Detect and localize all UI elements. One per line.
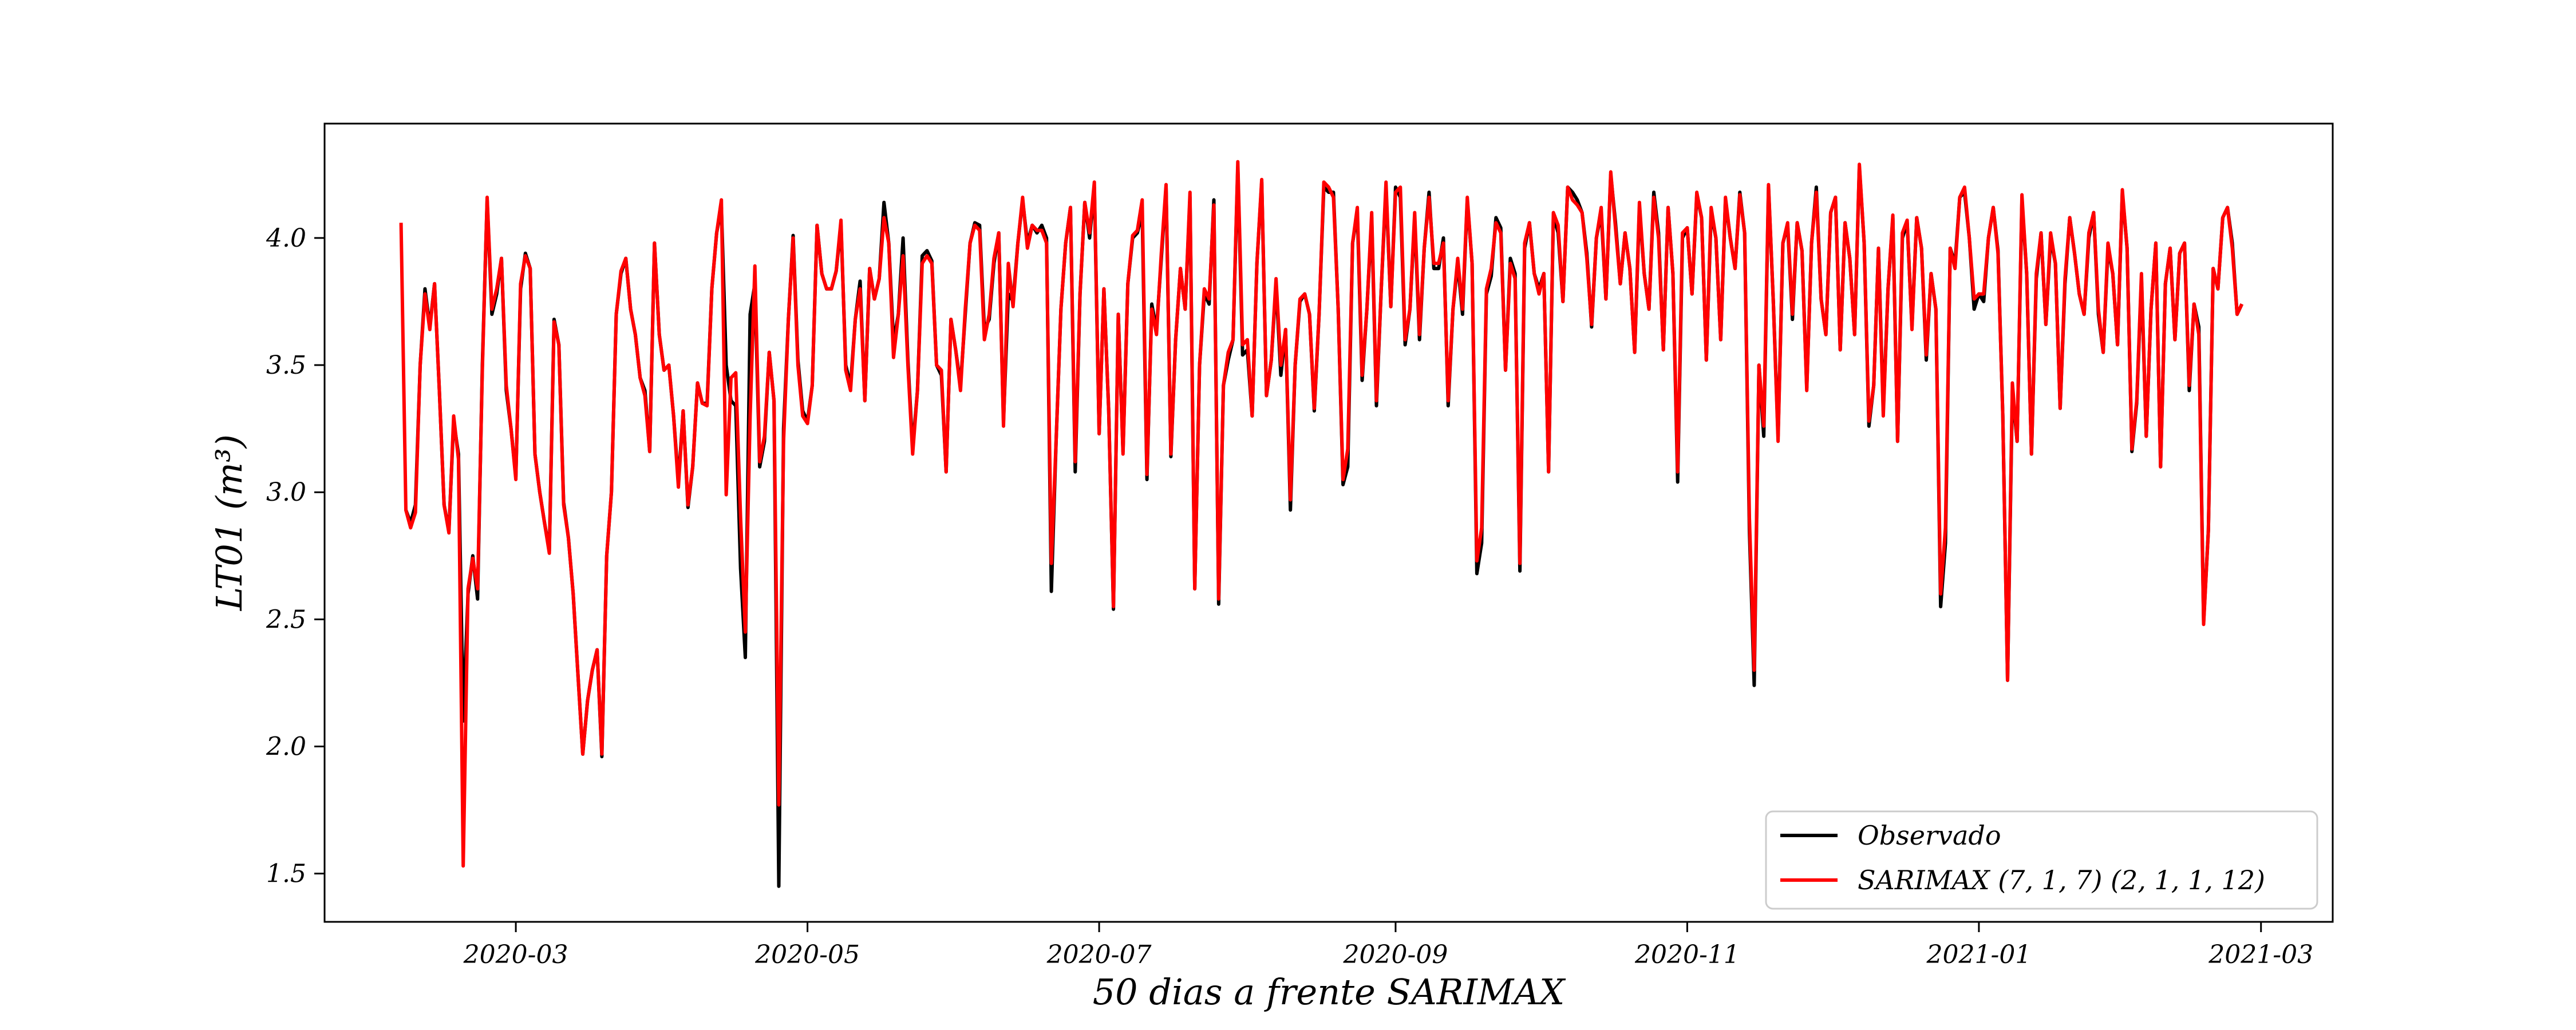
x-tick-label-2: 2020-07	[1046, 940, 1152, 969]
legend-label-sarimax: SARIMAX (7, 1, 7) (2, 1, 1, 12)	[1858, 865, 2265, 896]
x-tick-label-4: 2020-11	[1634, 940, 1740, 969]
x-tick-label-3: 2020-09	[1343, 940, 1448, 969]
series-line-1	[399, 160, 2244, 868]
y-axis: 1.5 2.0 2.5 3.0 3.5 4.0	[266, 224, 325, 889]
y-tick-label-2: 2.5	[266, 605, 306, 634]
y-tick-label-1: 2.0	[266, 732, 306, 761]
y-tick-label-0: 1.5	[266, 859, 306, 889]
legend-box	[1765, 810, 2318, 910]
plot-background	[325, 124, 2333, 922]
legend: Observado SARIMAX (7, 1, 7) (2, 1, 1, 12…	[1765, 810, 2318, 910]
y-tick-label-4: 3.5	[266, 351, 306, 380]
y-tick-label-3: 3.0	[266, 478, 306, 507]
x-axis: 2020-03 2020-05 2020-07 2020-09 2020-11 2021-…	[463, 922, 2313, 969]
plot-frame	[323, 122, 2334, 923]
x-tick-label-5: 2021-01	[1926, 940, 2032, 969]
y-tick-label-5: 4.0	[266, 224, 306, 253]
series-lines	[399, 160, 2244, 888]
y-axis-label: LT01 (m³)	[208, 434, 250, 611]
x-tick-label-0: 2020-03	[463, 940, 568, 969]
legend-label-observado: Observado	[1858, 820, 2001, 851]
x-tick-label-6: 2021-03	[2208, 940, 2313, 969]
x-axis-label: 50 dias a frente SARIMAX	[1093, 971, 1566, 1013]
x-tick-label-1: 2020-05	[754, 940, 860, 969]
